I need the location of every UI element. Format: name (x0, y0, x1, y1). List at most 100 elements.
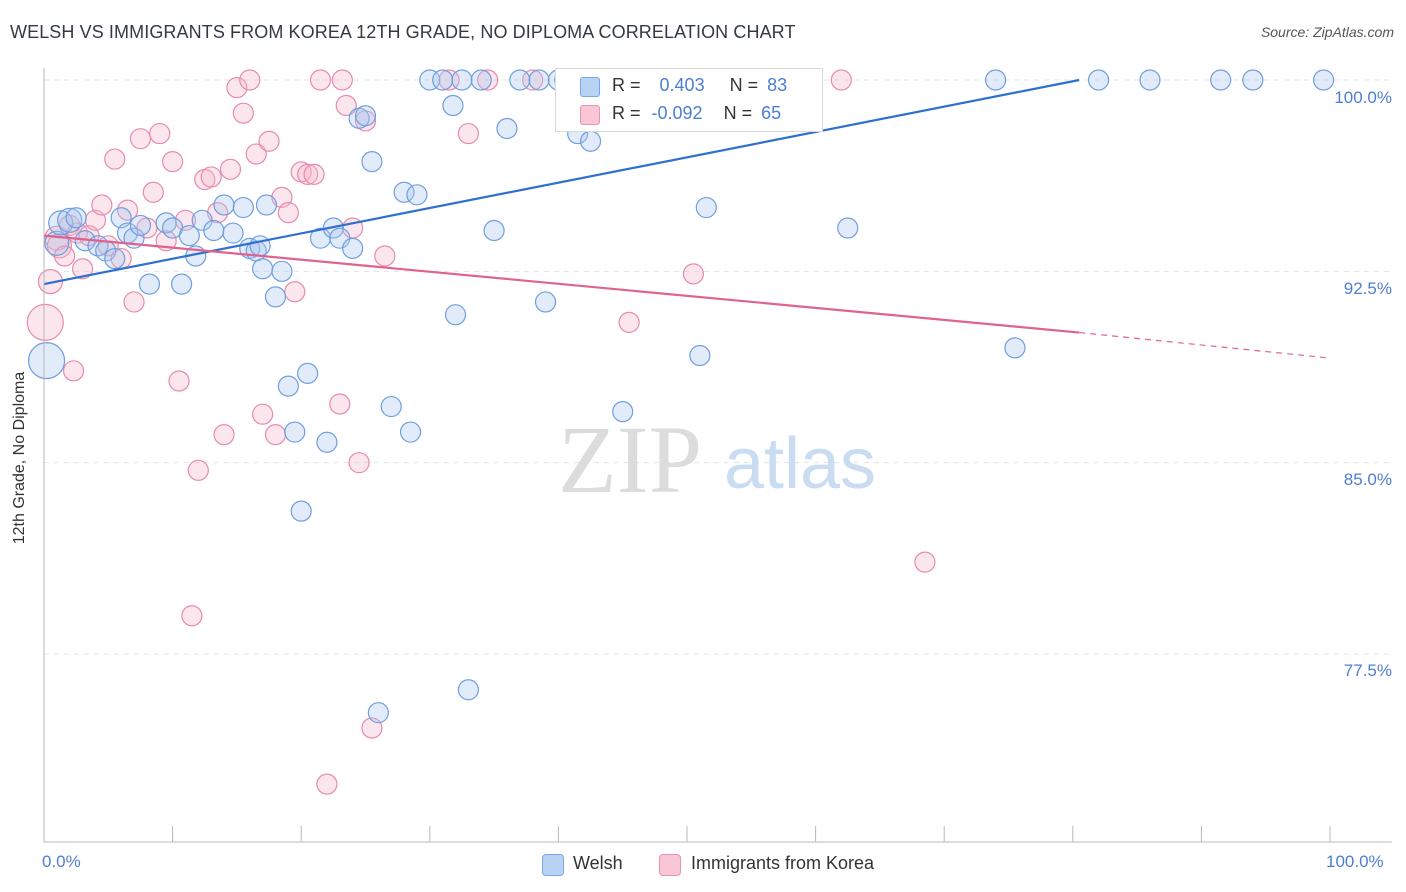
data-point (1210, 69, 1232, 91)
data-point (335, 94, 357, 117)
data-point (104, 247, 126, 270)
data-point (203, 219, 225, 242)
data-point (406, 184, 428, 206)
data-point (1004, 337, 1026, 359)
data-point (579, 130, 602, 152)
stats-legend: R = 0.403 N = 83 R = -0.092 N = 65 (555, 68, 823, 132)
axes (43, 68, 1392, 843)
data-point (26, 303, 64, 341)
data-point (367, 702, 389, 724)
data-point (985, 69, 1007, 91)
y-tick-92-5: 92.5% (1343, 279, 1392, 298)
data-point (271, 260, 293, 282)
data-point (1139, 69, 1161, 91)
data-point (232, 102, 254, 124)
data-point (65, 207, 87, 229)
data-point (444, 304, 467, 326)
chart-title: WELSH VS IMMIGRANTS FROM KOREA 12TH GRAD… (10, 22, 796, 42)
series-korea-points (26, 69, 936, 795)
data-point (374, 245, 396, 267)
data-point (187, 459, 209, 481)
trend-lines (43, 78, 1331, 359)
data-point (331, 69, 353, 91)
data-point (255, 194, 278, 216)
data-point (695, 196, 717, 219)
x-tick-left: 0.0% (42, 852, 81, 871)
data-point (612, 401, 634, 423)
gridlines (44, 79, 1392, 655)
data-point (149, 122, 171, 145)
data-point (419, 69, 441, 91)
data-point (213, 194, 235, 216)
data-point (277, 375, 299, 397)
legend-row-korea: R = -0.092 N = 65 (612, 103, 781, 124)
data-point (62, 360, 85, 382)
data-point (297, 362, 319, 384)
legend-r-value: -0.092 (651, 103, 703, 123)
data-point (129, 128, 152, 150)
y-tick-100: 100.0% (1334, 88, 1392, 107)
data-point (129, 214, 152, 237)
data-point (284, 281, 306, 303)
data-point (91, 194, 113, 216)
data-point (522, 69, 544, 91)
legend-r-label: R = (612, 103, 641, 123)
data-point (470, 69, 492, 91)
data-point (348, 452, 370, 474)
legend-n-value: 65 (761, 103, 782, 123)
data-point (342, 237, 364, 259)
data-point (528, 69, 550, 91)
data-point (123, 291, 145, 313)
data-point (1242, 69, 1264, 91)
watermark-zip: ZIP (558, 406, 702, 513)
data-point (252, 403, 274, 425)
data-point (168, 370, 190, 392)
data-point (438, 69, 460, 91)
trend-line-korea (43, 234, 1080, 334)
data-point (71, 258, 94, 280)
data-point (477, 69, 499, 91)
legend-n-label: N = (723, 103, 753, 123)
data-point (171, 273, 193, 295)
data-point (432, 69, 454, 91)
data-point (509, 69, 531, 91)
data-point (200, 166, 222, 188)
data-point (534, 291, 557, 313)
data-point (830, 69, 852, 91)
data-point (297, 163, 319, 185)
data-point (258, 130, 280, 152)
data-point (264, 286, 287, 308)
data-point (219, 158, 242, 180)
data-point (618, 311, 640, 333)
data-point (914, 551, 936, 573)
legend-r-label: R = (612, 75, 641, 95)
data-point (442, 94, 464, 117)
data-point (138, 273, 161, 295)
data-point (361, 151, 383, 173)
legend-row-welsh: R = 0.403 N = 83 (612, 75, 787, 96)
legend-swatch-welsh (580, 77, 600, 97)
data-point (682, 263, 705, 285)
data-point (284, 421, 306, 443)
data-point (249, 235, 271, 257)
data-point (290, 500, 312, 522)
data-point (483, 219, 505, 242)
data-point (1312, 69, 1335, 91)
data-point (316, 431, 338, 453)
watermark-atlas: atlas (724, 424, 876, 504)
data-point (399, 421, 422, 443)
data-point (213, 424, 235, 446)
data-point (239, 69, 261, 91)
data-point (226, 77, 248, 99)
data-point (162, 151, 184, 173)
data-point (354, 105, 377, 127)
data-point (264, 424, 287, 446)
data-point (1087, 69, 1110, 91)
bottom-legend-swatch-korea (659, 854, 681, 876)
y-tick-85: 85.0% (1343, 470, 1392, 489)
data-point (689, 344, 711, 367)
data-point (457, 679, 479, 701)
data-point (457, 122, 479, 145)
trend-line-welsh (43, 78, 1080, 286)
